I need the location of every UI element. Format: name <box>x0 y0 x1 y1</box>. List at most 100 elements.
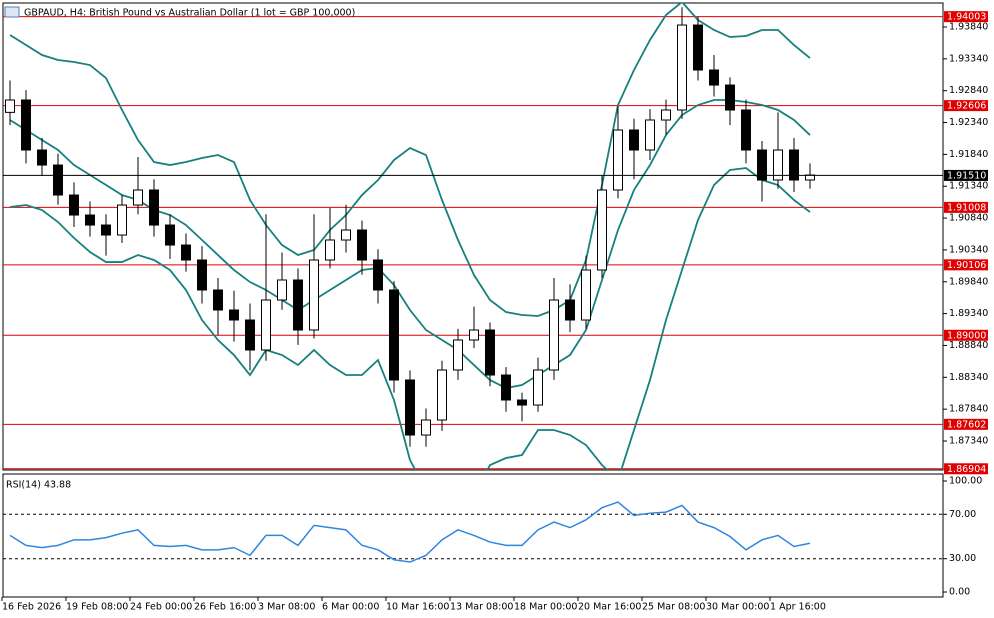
y-tick-label: 1.91840 <box>949 149 988 160</box>
candle-body <box>101 224 111 236</box>
candle-body <box>421 419 431 436</box>
rsi-panel <box>2 473 944 598</box>
price-level-box <box>944 329 988 341</box>
y-tick-label: 1.92840 <box>949 85 988 96</box>
candle-body <box>277 279 287 301</box>
candle-body <box>661 109 671 121</box>
price-level-box <box>944 463 988 475</box>
candle-body <box>341 229 351 241</box>
candle-body <box>21 99 31 151</box>
candle-body <box>373 259 383 291</box>
candle-body <box>741 109 751 151</box>
x-tick-label: 19 Feb 08:00 <box>66 602 128 613</box>
bollinger-band <box>9 167 811 470</box>
y-tick-label: 1.87340 <box>949 436 988 447</box>
y-tick-label: 1.93340 <box>949 53 988 64</box>
y-tick-label: 1.93840 <box>949 22 988 33</box>
x-tick-label: 13 Mar 08:00 <box>450 602 513 613</box>
candle-body <box>757 149 767 181</box>
bollinger-band <box>9 3 811 317</box>
x-tick-label: 16 Feb 2026 <box>2 602 61 613</box>
price-level-label: 1.90106 <box>947 260 986 271</box>
candle-body <box>565 299 575 321</box>
candle-body <box>485 329 495 376</box>
candle-body <box>261 299 271 351</box>
candle-body <box>5 99 15 113</box>
candle-body <box>581 269 591 321</box>
x-tick-label: 6 Mar 00:00 <box>322 602 379 613</box>
candle-body <box>533 369 543 406</box>
candle-body <box>389 289 399 381</box>
main-panel <box>2 2 944 471</box>
candle-body <box>693 24 703 71</box>
candle-body <box>229 309 239 321</box>
x-tick-label: 26 Feb 16:00 <box>194 602 256 613</box>
bollinger-band <box>9 99 811 389</box>
candle-body <box>165 224 175 246</box>
symbol-icon <box>4 6 20 18</box>
price-level-label: 1.89000 <box>947 330 986 341</box>
x-tick-label: 30 Mar 00:00 <box>706 602 769 613</box>
price-level-box <box>944 418 988 430</box>
candle-body <box>309 259 319 331</box>
candle-body <box>453 339 463 371</box>
candle-body <box>725 84 735 111</box>
y-tick-label: 1.89340 <box>949 308 988 319</box>
candle-body <box>53 164 63 196</box>
price-level-box <box>944 201 988 213</box>
candle-body <box>597 189 607 271</box>
candle-body <box>325 239 335 261</box>
axes: 1.93840 1.93340 1.92840 1.92340 1.91840 1.913… <box>1 11 988 613</box>
price-level-label: 1.87602 <box>947 419 986 430</box>
candle-body <box>197 259 207 291</box>
x-tick-label: 25 Mar 08:00 <box>642 602 705 613</box>
y-tick-label: 1.88340 <box>949 372 988 383</box>
candle-body <box>469 329 479 341</box>
x-tick-label: 24 Feb 00:00 <box>130 602 192 613</box>
y-tick-label: 1.89840 <box>949 276 988 287</box>
x-tick-label: 18 Mar 00:00 <box>514 602 577 613</box>
candle-body <box>213 289 223 311</box>
candle-body <box>405 379 415 436</box>
candle-body <box>69 194 79 216</box>
price-level-box <box>944 259 988 271</box>
y-tick-label: 1.90340 <box>949 244 988 255</box>
rsi-plot <box>3 501 943 563</box>
candle-body <box>37 149 47 166</box>
x-tick-label: 20 Mar 16:00 <box>578 602 641 613</box>
y-tick-label: 70.00 <box>949 509 976 520</box>
candle-body <box>293 279 303 331</box>
candle-body <box>629 129 639 151</box>
y-tick-label: 1.87840 <box>949 404 988 415</box>
candle-body <box>181 244 191 261</box>
candle-body <box>773 149 783 181</box>
rsi-title: RSI(14) 43.88 <box>6 480 71 491</box>
candle-body <box>245 319 255 351</box>
x-tick-label: 10 Mar 16:00 <box>386 602 449 613</box>
candle-body <box>645 119 655 151</box>
candle-body <box>357 229 367 261</box>
y-tick-label: 1.91340 <box>949 181 988 192</box>
price-level-label: 1.86904 <box>947 464 986 475</box>
candle-body <box>437 369 447 421</box>
candle-body <box>709 69 719 86</box>
candle-body <box>549 299 559 371</box>
current-price-label: 1.91510 <box>947 170 986 181</box>
y-tick-label: 1.88840 <box>949 340 988 351</box>
candle-body <box>517 399 527 406</box>
current-price-box <box>944 169 988 181</box>
price-level-label: 1.94003 <box>947 12 986 23</box>
price-level-box <box>944 100 988 112</box>
candle-body <box>149 189 159 226</box>
candle-body <box>85 214 95 226</box>
y-tick-label: 1.92340 <box>949 117 988 128</box>
rsi-line <box>9 501 811 563</box>
candle-body <box>613 129 623 191</box>
main-plot <box>3 3 943 470</box>
price-level-label: 1.91008 <box>947 202 986 213</box>
y-tick-label: 1.90840 <box>949 213 988 224</box>
price-level-label: 1.92606 <box>947 101 986 112</box>
candle-body <box>117 204 127 236</box>
y-tick-label: 30.00 <box>949 553 976 564</box>
